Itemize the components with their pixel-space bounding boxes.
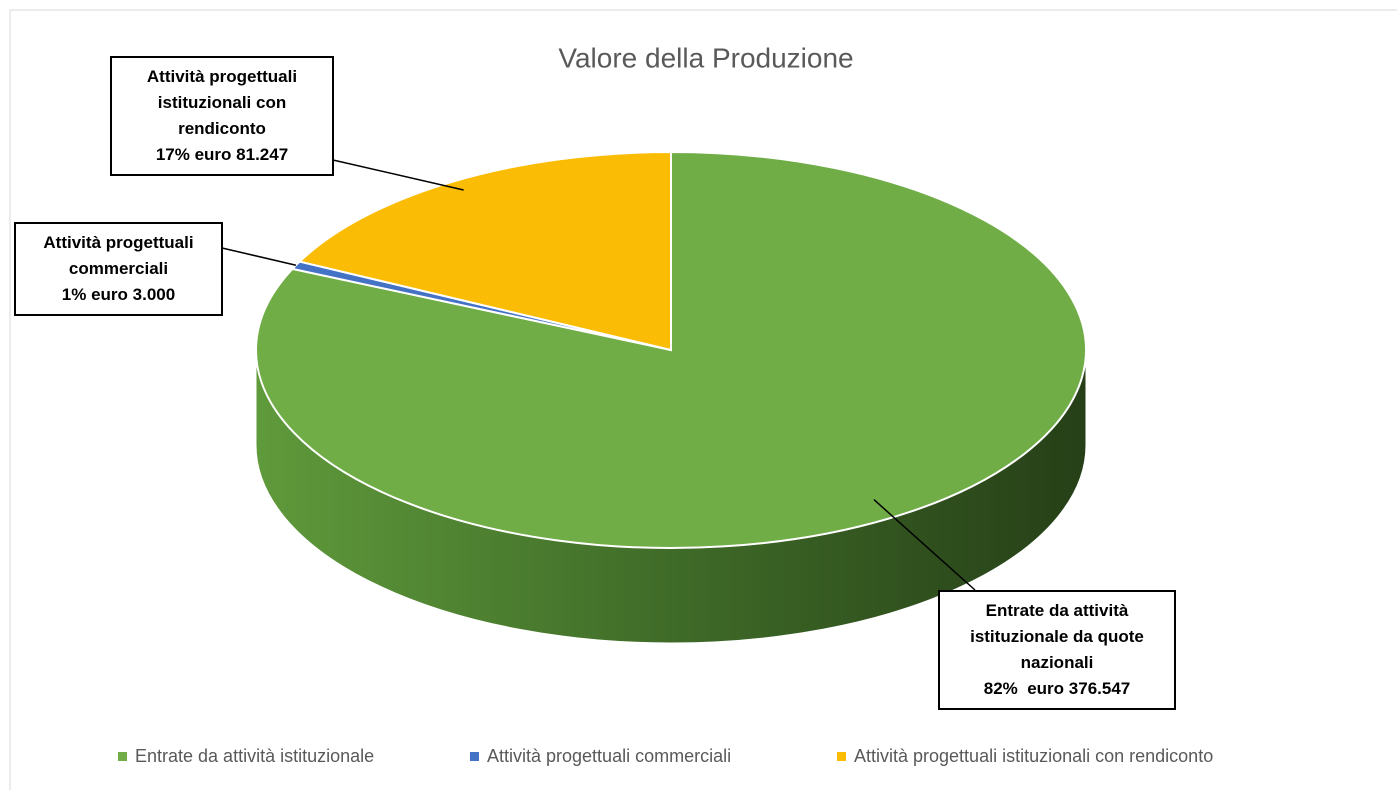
legend-swatch	[118, 752, 127, 761]
data-label-name: Attività progettuali istituzionali con r…	[146, 67, 298, 138]
leader-line	[221, 247, 297, 266]
chart-border	[9, 9, 1397, 790]
legend-swatch	[837, 752, 846, 761]
leader-line	[332, 159, 464, 191]
data-label: Entrate da attività istituzionale da quo…	[938, 590, 1176, 710]
legend-label: Attività progettuali commerciali	[487, 746, 731, 766]
data-label-value: 1% euro 3.000	[61, 285, 176, 304]
legend-swatch	[470, 752, 479, 761]
data-label-name: Attività progettuali commerciali	[43, 233, 194, 278]
data-label-value: 82% euro 376.547	[983, 679, 1131, 698]
data-label-value: 17% euro 81.247	[155, 145, 289, 164]
slice	[297, 150, 672, 352]
leader-line	[873, 499, 976, 591]
data-label-name: Entrate da attività istituzionale da quo…	[970, 601, 1144, 672]
data-label: Attività progettuali commerciali 1% euro …	[14, 222, 223, 316]
data-label: Attività progettuali istituzionali con r…	[110, 56, 334, 176]
legend-label: Attività progettuali istituzionali con r…	[854, 746, 1213, 766]
legend-label: Entrate da attività istituzionale	[135, 746, 374, 766]
chart-title: Valore della Produzione	[558, 42, 853, 73]
